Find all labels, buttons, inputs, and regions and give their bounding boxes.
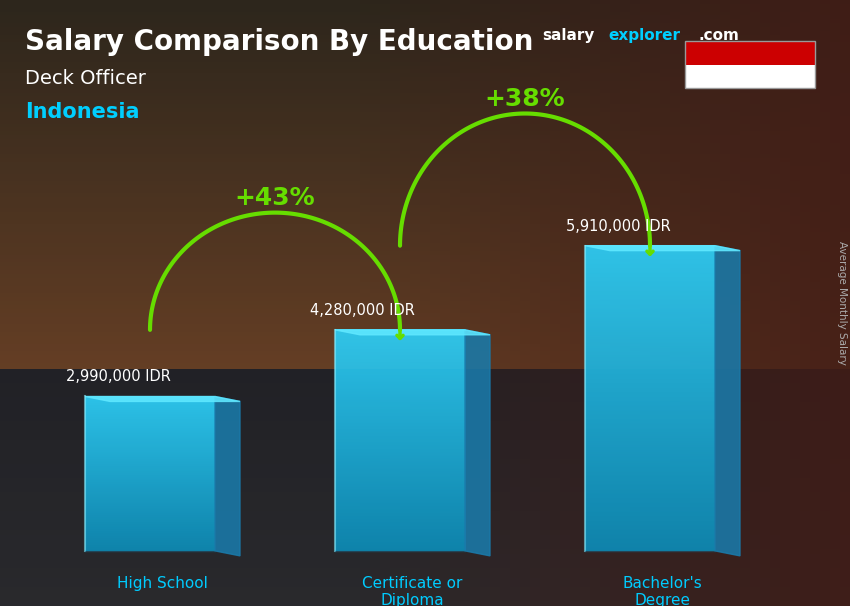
Text: Bachelor's
Degree: Bachelor's Degree (622, 576, 702, 606)
Polygon shape (465, 330, 490, 556)
Polygon shape (85, 396, 240, 401)
Text: Certificate or
Diploma: Certificate or Diploma (362, 576, 462, 606)
Text: Deck Officer: Deck Officer (25, 69, 146, 88)
Bar (685, 65, 815, 88)
Polygon shape (715, 245, 740, 556)
Text: Salary Comparison By Education: Salary Comparison By Education (25, 27, 534, 56)
Text: explorer: explorer (608, 27, 680, 42)
Text: .com: .com (698, 27, 739, 42)
Text: High School: High School (117, 576, 208, 591)
Text: Indonesia: Indonesia (25, 102, 139, 122)
Polygon shape (335, 330, 490, 335)
Bar (685, 41, 815, 65)
Text: 5,910,000 IDR: 5,910,000 IDR (565, 219, 671, 233)
Text: 4,280,000 IDR: 4,280,000 IDR (309, 303, 415, 318)
Bar (685, 41, 815, 88)
Text: salary: salary (542, 27, 594, 42)
Polygon shape (215, 396, 240, 556)
Text: Average Monthly Salary: Average Monthly Salary (837, 241, 847, 365)
Text: 2,990,000 IDR: 2,990,000 IDR (65, 370, 171, 384)
Text: +38%: +38% (484, 87, 565, 111)
Polygon shape (585, 245, 740, 251)
Text: +43%: +43% (235, 186, 315, 210)
